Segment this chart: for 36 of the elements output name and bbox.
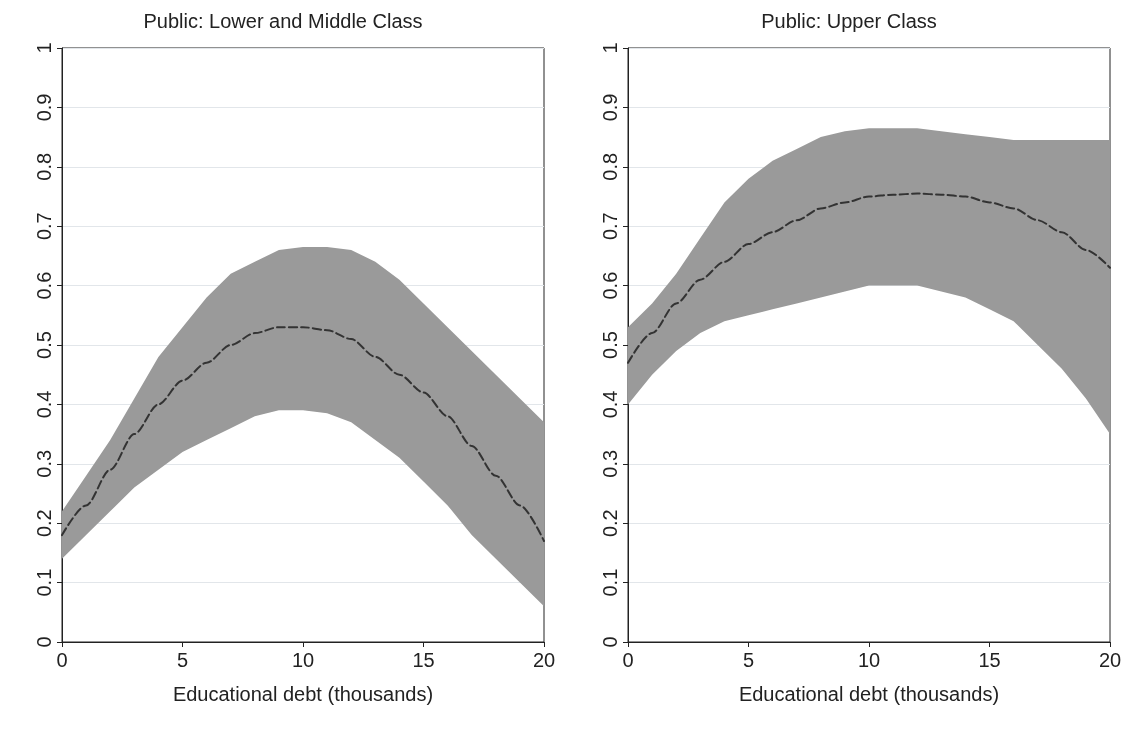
line-series — [61, 326, 545, 543]
chart-title: Public: Lower and Middle Class — [143, 10, 423, 32]
line-series — [627, 192, 1111, 364]
x-axis-title: Educational debt (thousands) — [172, 683, 434, 705]
y-tick-label: 0.6 — [33, 271, 55, 300]
x-tick-label: 15 — [978, 649, 1001, 671]
y-tick-label: 1 — [599, 42, 621, 54]
y-tick-label: 0.3 — [33, 449, 55, 478]
x-axis-title: Educational debt (thousands) — [738, 683, 1000, 705]
y-tick-label: 1 — [33, 42, 55, 54]
y-tick-label: 0.3 — [599, 449, 621, 478]
y-tick-label: 0.8 — [33, 152, 55, 181]
x-tick-label: 10 — [291, 649, 315, 671]
y-tick-label: 0.5 — [33, 331, 55, 359]
x-tick-label: 20 — [532, 649, 556, 671]
y-tick-label: 0.6 — [599, 271, 621, 300]
chart-title: Public: Upper Class — [761, 10, 937, 32]
y-tick-label: 0.1 — [33, 568, 55, 597]
y-tick-label: 0 — [33, 636, 55, 648]
y-tick-label: 0.8 — [599, 152, 621, 181]
y-tick-label: 0.2 — [599, 509, 621, 538]
y-tick-label: 0.9 — [599, 93, 621, 122]
x-tick-label: 5 — [742, 649, 755, 671]
y-tick-label: 0 — [599, 636, 621, 648]
y-tick-label: 0.9 — [33, 93, 55, 122]
y-tick-label: 0.4 — [599, 390, 621, 419]
y-tick-label: 0.7 — [599, 212, 621, 241]
y-tick-label: 0.7 — [33, 212, 55, 241]
y-tick-label: 0.1 — [599, 568, 621, 597]
x-tick-label: 15 — [412, 649, 435, 671]
y-tick-label: 0.5 — [599, 331, 621, 359]
y-tick-label: 0.4 — [33, 390, 55, 419]
x-tick-label: 5 — [176, 649, 189, 671]
x-tick-label: 10 — [857, 649, 881, 671]
y-tick-label: 0.2 — [33, 509, 55, 538]
x-tick-label: 20 — [1098, 649, 1122, 671]
